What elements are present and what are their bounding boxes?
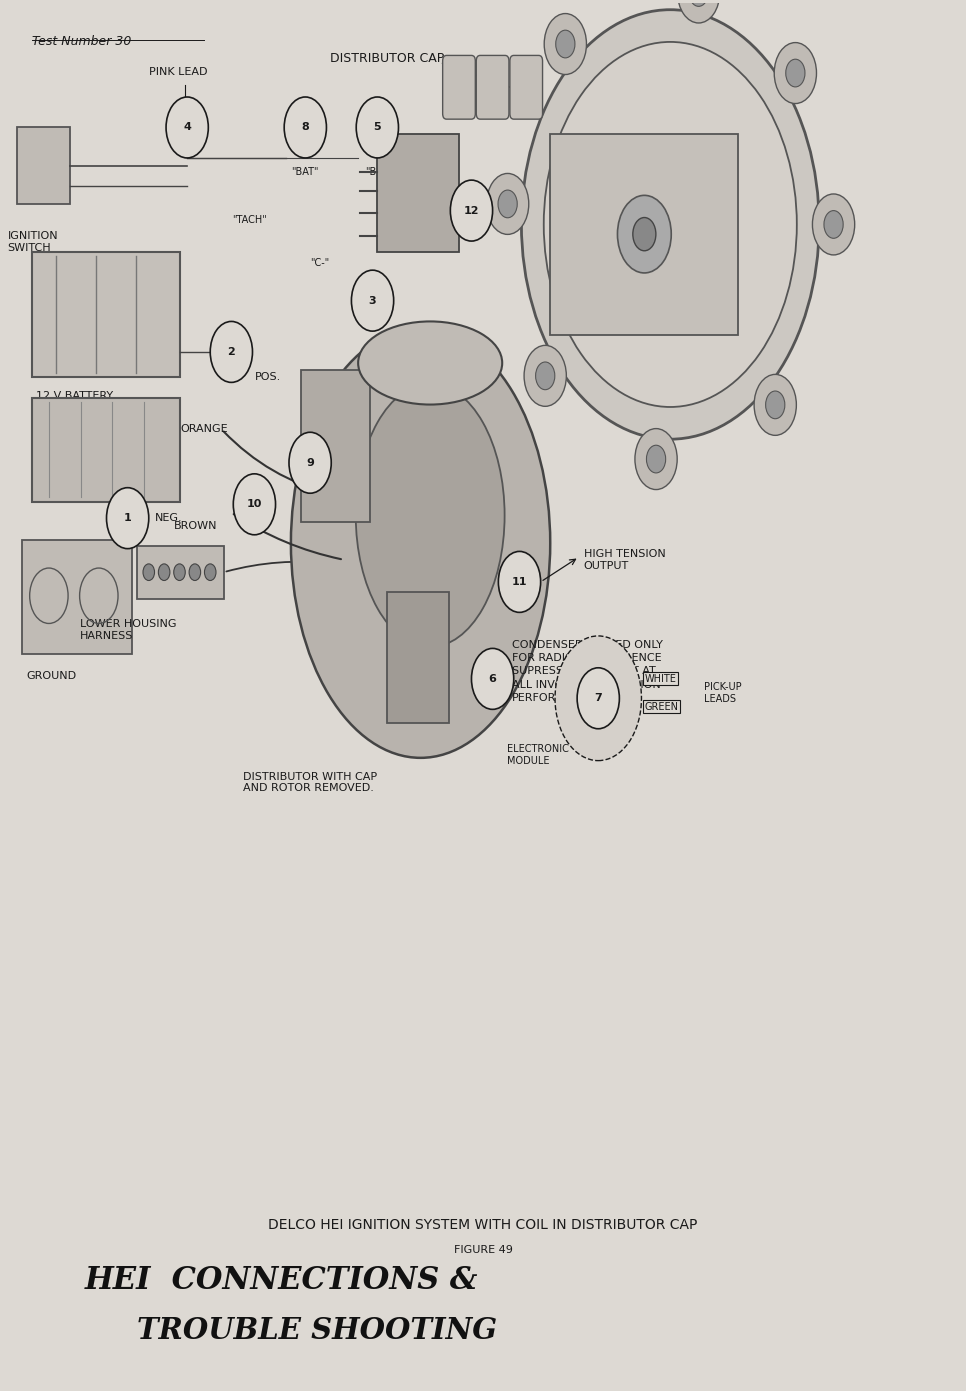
Text: 12 V BATTERY: 12 V BATTERY (37, 391, 114, 401)
Circle shape (352, 270, 394, 331)
Circle shape (450, 179, 493, 241)
Circle shape (555, 636, 641, 761)
Text: 9: 9 (306, 458, 314, 467)
Circle shape (617, 195, 671, 273)
Circle shape (577, 668, 619, 729)
Text: 5: 5 (374, 122, 382, 132)
Text: CONDENSER IS USED ONLY
FOR RADIO INTERFERENCE
SUPRESSION AND NOT AT
ALL INVOLVED: CONDENSER IS USED ONLY FOR RADIO INTERFE… (512, 640, 663, 702)
Text: "C-": "C-" (310, 259, 329, 268)
Text: 12: 12 (464, 206, 479, 216)
Text: DISTRIBUTOR CAP: DISTRIBUTOR CAP (329, 51, 444, 65)
Circle shape (143, 563, 155, 580)
Circle shape (158, 563, 170, 580)
Circle shape (471, 648, 514, 709)
Circle shape (544, 42, 797, 408)
Text: PINK LEAD: PINK LEAD (150, 67, 208, 77)
Text: IGNITION
SWITCH: IGNITION SWITCH (8, 231, 58, 253)
Circle shape (633, 217, 656, 250)
Text: DELCO HEI IGNITION SYSTEM WITH COIL IN DISTRIBUTOR CAP: DELCO HEI IGNITION SYSTEM WITH COIL IN D… (269, 1217, 697, 1232)
Text: FIGURE 49: FIGURE 49 (454, 1245, 512, 1255)
Circle shape (555, 31, 575, 58)
Text: 7: 7 (594, 693, 602, 704)
Circle shape (284, 97, 327, 159)
Circle shape (689, 0, 708, 7)
Circle shape (189, 563, 201, 580)
Bar (32, 252, 181, 377)
Circle shape (635, 428, 677, 490)
Circle shape (498, 551, 541, 612)
Text: 2: 2 (227, 346, 236, 357)
Text: PICK-UP
LEADS: PICK-UP LEADS (704, 682, 742, 704)
Circle shape (289, 433, 331, 494)
Circle shape (211, 321, 252, 383)
Text: NEG.: NEG. (155, 513, 183, 523)
Text: 11: 11 (512, 577, 527, 587)
Circle shape (535, 362, 554, 389)
Text: DISTRIBUTOR WITH CAP
AND ROTOR REMOVED.: DISTRIBUTOR WITH CAP AND ROTOR REMOVED. (242, 772, 377, 793)
Text: 6: 6 (489, 673, 497, 684)
Circle shape (166, 97, 209, 159)
Ellipse shape (358, 321, 502, 405)
Bar (32, 398, 181, 502)
Circle shape (174, 563, 185, 580)
Bar (378, 135, 459, 252)
Text: 3: 3 (369, 296, 377, 306)
Text: HIGH TENSION
OUTPUT: HIGH TENSION OUTPUT (583, 549, 666, 570)
Text: POS.: POS. (254, 371, 281, 383)
Text: GROUND: GROUND (27, 670, 77, 680)
Circle shape (812, 193, 855, 255)
Text: ORANGE: ORANGE (181, 424, 228, 434)
Bar (551, 135, 737, 335)
FancyBboxPatch shape (476, 56, 509, 120)
Circle shape (774, 43, 816, 103)
Bar (137, 545, 224, 598)
Circle shape (487, 174, 528, 235)
Bar (22, 540, 132, 654)
Text: "BAT": "BAT" (292, 167, 319, 177)
Circle shape (646, 445, 666, 473)
Text: HEI  CONNECTIONS &: HEI CONNECTIONS & (84, 1264, 478, 1295)
Bar (300, 370, 370, 522)
Bar (17, 128, 70, 203)
Text: 8: 8 (301, 122, 309, 132)
Circle shape (766, 391, 784, 419)
Text: LOWER HOUSING
HARNESS: LOWER HOUSING HARNESS (79, 619, 176, 641)
Circle shape (785, 60, 805, 86)
FancyBboxPatch shape (510, 56, 543, 120)
FancyBboxPatch shape (442, 56, 475, 120)
Ellipse shape (291, 328, 551, 758)
Circle shape (754, 374, 796, 435)
Text: 4: 4 (184, 122, 191, 132)
Circle shape (525, 345, 566, 406)
Text: "TACH": "TACH" (232, 216, 267, 225)
Circle shape (205, 563, 216, 580)
Text: Test Number 30: Test Number 30 (32, 35, 131, 47)
Text: GREEN: GREEN (644, 701, 678, 712)
Circle shape (544, 14, 586, 75)
Circle shape (824, 210, 843, 238)
Text: BROWN: BROWN (174, 522, 217, 531)
Text: 1: 1 (124, 513, 131, 523)
Text: "B+": "B+" (365, 167, 389, 177)
Circle shape (233, 474, 275, 534)
Text: ELECTRONIC
MODULE: ELECTRONIC MODULE (507, 744, 569, 765)
Circle shape (498, 191, 517, 218)
Text: GND: GND (454, 185, 480, 195)
Circle shape (522, 10, 819, 440)
Text: TROUBLE SHOOTING: TROUBLE SHOOTING (137, 1316, 497, 1345)
Ellipse shape (355, 384, 504, 647)
Text: 10: 10 (246, 499, 262, 509)
Circle shape (677, 0, 720, 24)
Circle shape (356, 97, 399, 159)
Circle shape (106, 488, 149, 548)
Bar (387, 591, 449, 723)
Text: WHITE: WHITE (644, 673, 676, 684)
